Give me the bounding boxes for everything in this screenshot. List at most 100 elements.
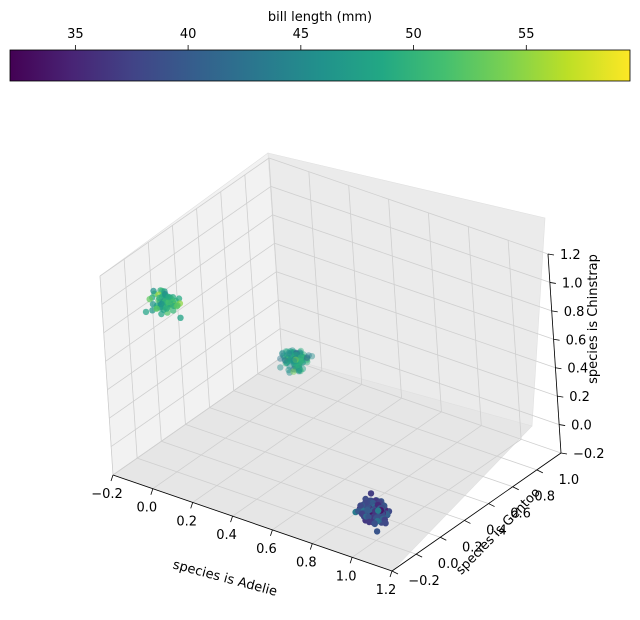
data-point-gentoo (293, 360, 300, 368)
gridline (268, 157, 549, 255)
gridline (348, 185, 363, 385)
x-axis-line (112, 474, 393, 572)
gridline (152, 370, 323, 490)
data-point-chinstrap (170, 307, 177, 314)
data-point-gentoo (305, 352, 312, 359)
data-point-gentoo (289, 357, 296, 364)
data-point-gentoo (282, 357, 289, 364)
gridline (280, 328, 560, 425)
data-point-gentoo (282, 360, 289, 367)
y-tick-label: 0.0 (438, 557, 459, 572)
y-tick-mark (488, 503, 495, 507)
z-tick-mark (560, 452, 568, 455)
data-point-adelie (375, 507, 382, 514)
data-point-adelie (371, 520, 378, 527)
data-point-gentoo (288, 355, 295, 362)
data-point-gentoo (287, 358, 295, 365)
data-point-gentoo (297, 349, 304, 357)
colorbar-ticks: 35 40 45 50 55 (67, 27, 535, 50)
z-tick-mark (553, 338, 560, 341)
data-point-gentoo (287, 348, 294, 355)
data-point-gentoo (284, 356, 292, 364)
z-tick-label: 0.0 (571, 419, 592, 434)
data-point-gentoo (292, 356, 299, 363)
data-point-adelie (382, 520, 389, 527)
data-point-gentoo (283, 354, 290, 361)
gridline (351, 438, 522, 558)
data-point-gentoo (291, 351, 298, 359)
data-point-gentoo (299, 353, 306, 361)
data-point-gentoo (295, 367, 303, 374)
data-point-gentoo (292, 355, 299, 362)
data-point-gentoo (296, 350, 304, 358)
data-point-gentoo (296, 366, 304, 373)
data-point-gentoo (291, 352, 298, 360)
gridline (192, 384, 362, 503)
data-point-gentoo (291, 362, 299, 370)
data-point-gentoo (286, 356, 294, 363)
data-point-gentoo (291, 357, 299, 364)
data-point-gentoo (290, 356, 297, 363)
y-tick-mark (391, 570, 399, 575)
z-tick-mark (559, 424, 566, 426)
gridline (137, 457, 417, 555)
z-tick-mark (551, 310, 558, 313)
x-tick-label: 0.8 (296, 556, 317, 571)
x-tick-mark (150, 488, 154, 495)
data-point-chinstrap (177, 314, 184, 321)
data-point-adelie (357, 502, 364, 509)
y-tick-mark (464, 520, 471, 524)
data-point-gentoo (289, 347, 296, 354)
x-tick-label: 0.4 (216, 528, 237, 543)
data-point-gentoo (295, 357, 303, 364)
x-tick-mark (270, 529, 273, 536)
data-point-gentoo (293, 363, 300, 370)
data-point-gentoo (296, 364, 303, 372)
gridline (147, 242, 162, 442)
data-point-gentoo (298, 351, 305, 358)
data-point-gentoo (295, 361, 303, 368)
data-point-chinstrap (149, 301, 157, 308)
y-tick-mark (536, 469, 544, 474)
data-point-gentoo (297, 358, 305, 365)
z-tick-mark (547, 253, 555, 256)
z-tick-label: 1.0 (562, 276, 583, 291)
data-point-gentoo (288, 356, 295, 363)
gridline (196, 208, 210, 408)
gridline (507, 240, 522, 440)
data-point-gentoo (296, 353, 303, 360)
data-point-gentoo (288, 348, 295, 356)
gridline (110, 328, 281, 447)
data-point-chinstrap (175, 295, 183, 302)
data-point-gentoo (294, 361, 301, 369)
z-axis-line (547, 253, 562, 454)
data-point-gentoo (303, 354, 311, 361)
gridline (99, 157, 270, 277)
data-point-gentoo (290, 356, 298, 364)
z-tick-label: 0.2 (569, 390, 590, 405)
data-point-gentoo (283, 359, 290, 366)
gridline (467, 226, 482, 426)
z-tick-mark (549, 282, 556, 284)
tick-marks (110, 253, 568, 578)
data-point-gentoo (291, 351, 299, 358)
data-point-gentoo (292, 364, 299, 371)
z-tick-label: 0.4 (567, 362, 588, 377)
y-tick-label: 0.6 (510, 507, 531, 522)
data-point-gentoo (291, 366, 299, 373)
gridline (209, 407, 489, 504)
gridline (103, 214, 273, 334)
data-point-adelie (373, 528, 381, 535)
data-point-gentoo (294, 361, 301, 368)
data-point-gentoo (308, 353, 316, 360)
data-point-gentoo (298, 353, 305, 361)
y-tick-mark (415, 553, 423, 558)
x-tick-label: 0.6 (256, 542, 277, 557)
y-tick-mark (440, 536, 447, 541)
data-point-gentoo (292, 353, 299, 360)
z-tick-label: 1.2 (560, 248, 581, 263)
colorbar-label: bill length (mm) (268, 10, 372, 25)
data-point-gentoo (292, 350, 299, 357)
data-point-gentoo (299, 356, 306, 364)
